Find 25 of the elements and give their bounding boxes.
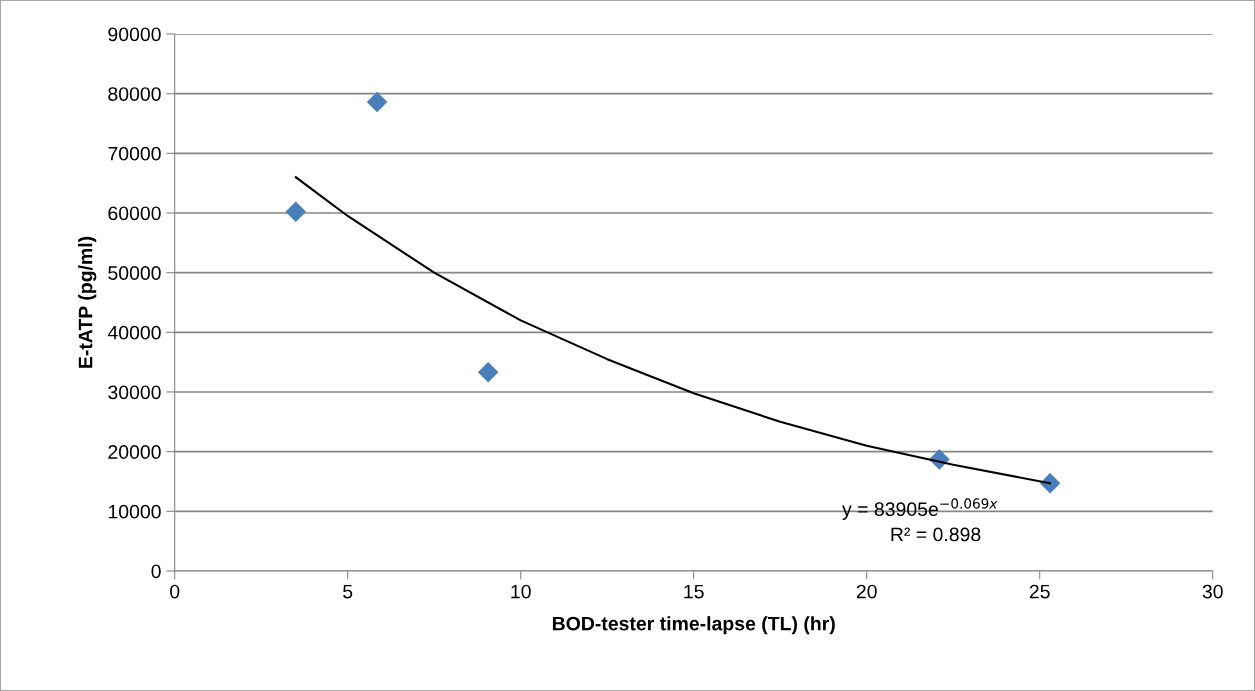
y-tick-label: 70000	[108, 146, 161, 161]
y-axis-title: E-tATP (pg/ml)	[78, 236, 97, 368]
annotation: R² = 0.898	[891, 527, 981, 542]
x-tick-label: 25	[1029, 584, 1050, 599]
x-tick-label: 5	[343, 584, 353, 599]
annotation: y = 83905e$^{−0.069x}$	[842, 498, 998, 520]
point	[366, 91, 388, 113]
x-tick-label: 30	[1202, 584, 1223, 599]
x-tick-label: 20	[856, 584, 877, 599]
point	[1039, 472, 1061, 494]
x-tick-label: 15	[684, 584, 704, 599]
x-axis-title: BOD-tester time-lapse (TL) (hr)	[552, 616, 835, 635]
y-tick-label: 20000	[108, 445, 161, 459]
y-tick-label: 10000	[108, 504, 161, 519]
y-tick-label: 60000	[108, 206, 161, 221]
point	[285, 201, 307, 223]
y-tick-label: 30000	[108, 385, 161, 400]
x-tick-label: 10	[511, 584, 531, 599]
y-tick-label: 90000	[108, 27, 161, 42]
y-tick-label: 80000	[108, 87, 161, 101]
y-tick-label: 0	[151, 564, 161, 579]
x-tick-label: 0	[170, 584, 180, 599]
y-tick-label: 40000	[107, 325, 161, 340]
y-tick-label: 50000	[108, 266, 161, 280]
point	[477, 361, 499, 383]
